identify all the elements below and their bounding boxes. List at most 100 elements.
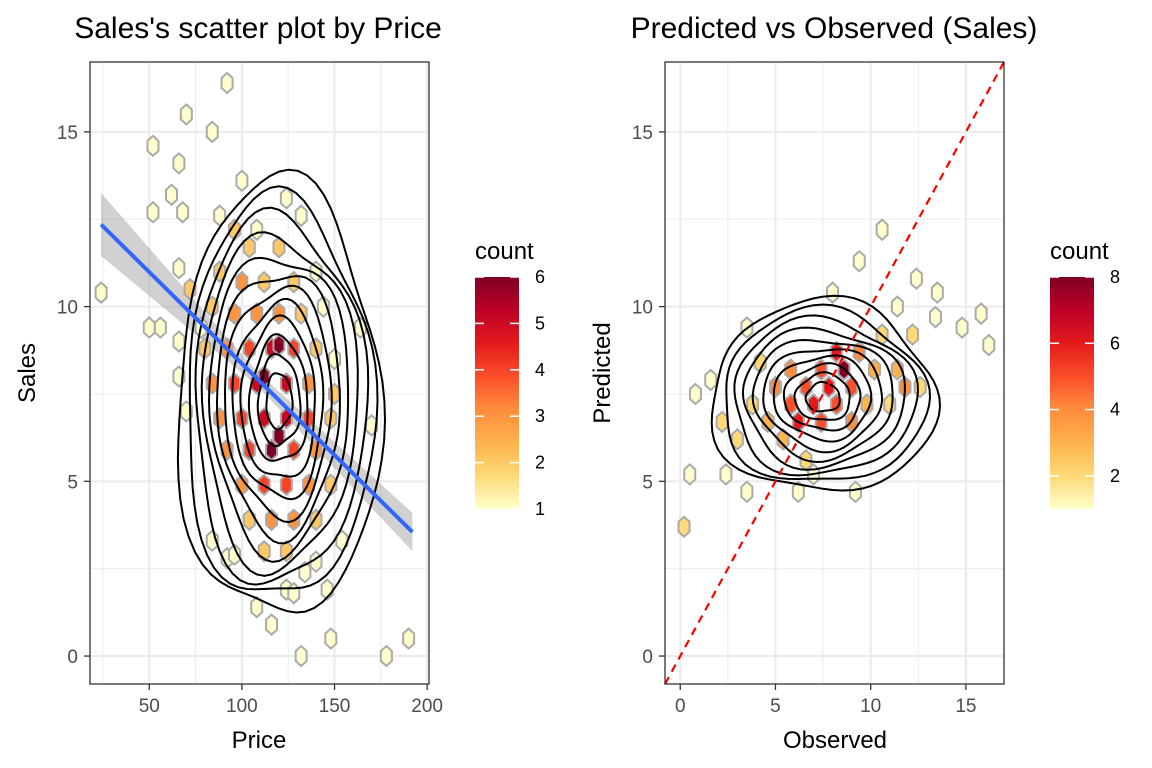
legend-tick-label: 3	[535, 406, 545, 426]
chart-title-left: Sales's scatter plot by Price	[74, 12, 442, 45]
x-tick-label: 5	[770, 696, 781, 717]
hexbin	[829, 340, 843, 364]
legend-tick-label: 4	[535, 360, 545, 380]
hexbin	[890, 295, 904, 318]
y-axis-label-right: Predicted	[589, 322, 616, 423]
hexbin	[719, 462, 733, 486]
hexbin	[146, 134, 160, 158]
density-contour	[762, 348, 884, 454]
legend-title-left: count	[475, 238, 534, 265]
hexbin	[172, 330, 186, 353]
hexbin	[704, 368, 718, 392]
legend-tick-label: 6	[1110, 333, 1120, 353]
ticks-left: 50 100 150 200 0 5 10 15	[57, 123, 443, 717]
hexbin	[715, 410, 729, 434]
reference-line	[664, 61, 1005, 685]
x-tick-label: 0	[675, 696, 686, 717]
x-tick-label: 150	[319, 696, 351, 717]
y-tick-label: 15	[632, 123, 653, 144]
hexbin	[172, 151, 186, 175]
density-contours-left	[176, 168, 387, 614]
confidence-band	[101, 193, 413, 552]
ticks-right: 0 5 10 15 0 5 10 15	[632, 123, 977, 717]
density-contour	[782, 362, 862, 432]
hexbin	[279, 473, 293, 497]
legend-tick-label: 1	[535, 499, 545, 519]
hexbin	[875, 218, 889, 242]
hexbin	[683, 462, 697, 486]
x-tick-label: 200	[411, 696, 443, 717]
hexbin	[250, 218, 264, 242]
y-tick-label: 5	[67, 472, 78, 493]
hexbin	[930, 281, 944, 304]
density-contour	[231, 297, 325, 501]
y-tick-label: 10	[632, 298, 653, 319]
density-contour	[256, 352, 302, 448]
legend-colorbar	[1050, 277, 1094, 509]
hexbin	[165, 183, 179, 207]
hexbin	[279, 186, 293, 210]
plot-border-right	[664, 61, 1005, 685]
x-tick-label: 15	[955, 696, 976, 717]
legend-tick-label: 5	[535, 313, 545, 333]
chart-left: Sales's scatter plot by Price 50 100 150 20…	[14, 12, 545, 754]
hexbin	[402, 627, 416, 650]
x-tick-label: 10	[860, 696, 881, 717]
hexbin	[179, 103, 193, 126]
density-contour	[793, 371, 851, 421]
hexbin	[272, 302, 286, 325]
x-axis-label-left: Price	[232, 727, 287, 754]
hexbin	[309, 508, 323, 532]
hexbin	[791, 480, 805, 504]
hexbin	[826, 281, 840, 304]
density-contour	[733, 314, 920, 477]
density-contour	[247, 333, 309, 462]
chart-right: Predicted vs Observed (Sales) 0 5 10 15 0 5 10…	[589, 12, 1120, 754]
hexbin	[740, 480, 754, 504]
hexbin	[242, 508, 256, 532]
hexbin	[146, 200, 160, 224]
legend-tick-label: 2	[535, 453, 545, 473]
hexbin	[379, 644, 393, 668]
hexbin	[848, 480, 862, 504]
density-contour	[239, 314, 316, 478]
regression-line-left	[99, 223, 414, 534]
hexbin	[153, 316, 167, 339]
hexbin	[227, 372, 241, 395]
legend-tick-label: 2	[1110, 466, 1120, 486]
hexbin	[761, 410, 775, 434]
y-tick-label: 5	[642, 472, 653, 493]
density-contour	[215, 275, 341, 545]
legend-tick-label: 4	[1110, 400, 1120, 420]
legend-title-right: count	[1050, 238, 1109, 265]
hexbin	[235, 169, 249, 193]
y-tick-label: 0	[642, 647, 653, 668]
hexbin	[94, 281, 108, 304]
hexbin	[142, 316, 156, 339]
y-axis-label-left: Sales	[14, 343, 41, 403]
hexbin	[982, 333, 996, 357]
hexbin	[974, 302, 988, 325]
density-contour	[772, 354, 873, 443]
confidence-band-left	[101, 193, 413, 552]
density-contour	[207, 256, 350, 563]
legend-tick-label: 6	[535, 267, 545, 287]
hexbin	[324, 627, 338, 650]
hexbin	[316, 295, 330, 318]
chart-title-right: Predicted vs Observed (Sales)	[631, 12, 1038, 45]
hexbin	[852, 249, 866, 273]
hexbin	[294, 302, 308, 325]
hexbins-left	[94, 71, 416, 668]
density-contour	[194, 206, 370, 586]
hexbin	[227, 543, 241, 567]
x-axis-label-right: Observed	[783, 727, 887, 754]
density-contour	[200, 231, 359, 577]
density-contour	[176, 168, 387, 614]
density-contour	[804, 380, 841, 413]
density-contour	[741, 326, 906, 471]
hexbin	[220, 71, 234, 95]
y-tick-label: 0	[67, 647, 78, 668]
hexbin	[250, 595, 264, 619]
hexbin	[860, 393, 874, 416]
hexbin	[928, 305, 942, 329]
